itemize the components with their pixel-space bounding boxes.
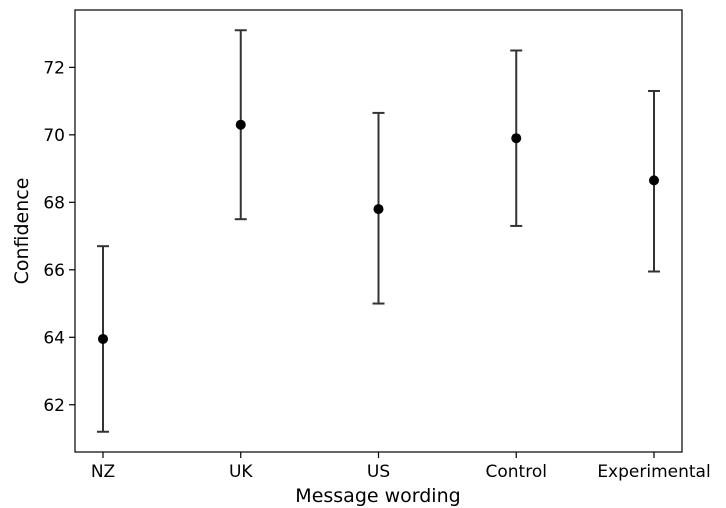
error-bars (97, 29, 660, 433)
data-point (511, 133, 522, 144)
y-tick-label: 68 (43, 193, 65, 213)
x-axis: NZ UK US Control Experimental (91, 452, 711, 482)
x-axis-label: Message wording (295, 485, 460, 507)
y-axis-label: Confidence (11, 178, 33, 285)
data-point (373, 204, 384, 215)
y-tick-label: 64 (43, 328, 65, 348)
data-point (649, 175, 659, 186)
data-points (98, 119, 659, 344)
y-tick-label: 62 (43, 396, 65, 416)
y-tick-label: 72 (43, 58, 65, 78)
x-tick-label: NZ (91, 462, 115, 482)
x-tick-label: Experimental (597, 462, 710, 482)
x-tick-label: Control (486, 462, 547, 482)
x-tick-label: UK (229, 462, 253, 482)
y-axis: 62 64 66 68 70 72 (43, 58, 75, 416)
data-point (98, 333, 108, 344)
y-tick-label: 66 (43, 261, 65, 281)
y-tick-label: 70 (43, 126, 65, 146)
x-tick-label: US (367, 462, 390, 482)
data-point (235, 119, 246, 130)
